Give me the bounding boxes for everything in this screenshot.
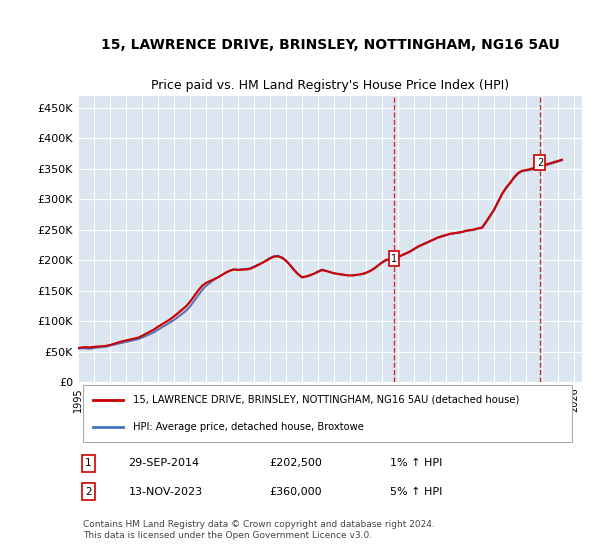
Text: £202,500: £202,500 — [269, 459, 322, 468]
Text: 15, LAWRENCE DRIVE, BRINSLEY, NOTTINGHAM, NG16 5AU: 15, LAWRENCE DRIVE, BRINSLEY, NOTTINGHAM… — [101, 38, 559, 52]
Text: 2: 2 — [85, 487, 91, 497]
Text: Price paid vs. HM Land Registry's House Price Index (HPI): Price paid vs. HM Land Registry's House … — [151, 79, 509, 92]
Text: 15, LAWRENCE DRIVE, BRINSLEY, NOTTINGHAM, NG16 5AU (detached house): 15, LAWRENCE DRIVE, BRINSLEY, NOTTINGHAM… — [133, 395, 520, 405]
Text: 1% ↑ HPI: 1% ↑ HPI — [391, 459, 443, 468]
Text: Contains HM Land Registry data © Crown copyright and database right 2024.
This d: Contains HM Land Registry data © Crown c… — [83, 520, 435, 540]
Text: HPI: Average price, detached house, Broxtowe: HPI: Average price, detached house, Brox… — [133, 422, 364, 432]
FancyBboxPatch shape — [83, 385, 572, 441]
Text: 5% ↑ HPI: 5% ↑ HPI — [391, 487, 443, 497]
Text: 29-SEP-2014: 29-SEP-2014 — [128, 459, 200, 468]
Text: £360,000: £360,000 — [269, 487, 322, 497]
Text: 1: 1 — [391, 254, 397, 264]
Text: 1: 1 — [85, 459, 91, 468]
Text: 13-NOV-2023: 13-NOV-2023 — [128, 487, 203, 497]
Text: 2: 2 — [537, 158, 543, 168]
